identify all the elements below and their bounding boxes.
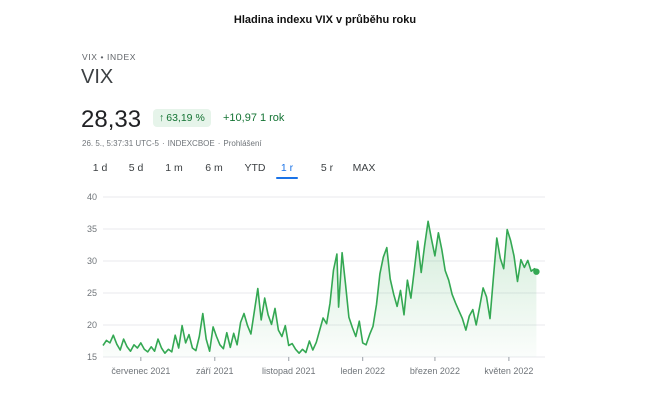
series-area xyxy=(103,221,537,357)
y-tick-label: 35 xyxy=(87,224,97,234)
ticker-symbol: VIX xyxy=(81,66,114,88)
tab-5d[interactable]: 5 d xyxy=(128,162,144,174)
absolute-change-value: +10,97 xyxy=(223,112,257,124)
last-point-marker xyxy=(533,268,540,275)
y-tick-label: 40 xyxy=(87,192,97,202)
x-tick-label: listopad 2021 xyxy=(262,366,316,376)
y-axis: 15 20 25 30 35 40 xyxy=(87,192,97,362)
series-line xyxy=(102,220,538,354)
meta-separator: · xyxy=(161,139,165,148)
absolute-change: +10,97 1 rok xyxy=(223,112,284,124)
breadcrumb: VIX • INDEX xyxy=(82,52,136,62)
x-tick-label: leden 2022 xyxy=(340,366,385,376)
x-tick-label: červenec 2021 xyxy=(111,366,170,376)
chart-caption: Hladina indexu VIX v průběhu roku xyxy=(233,14,417,26)
tab-6m[interactable]: 6 m xyxy=(205,162,223,174)
tab-5r[interactable]: 5 r xyxy=(320,162,334,174)
x-tick-label: březen 2022 xyxy=(410,366,460,376)
tab-1d[interactable]: 1 d xyxy=(92,162,108,174)
price-chart[interactable]: 15 20 25 30 35 40 červenec 2021 září 2021 listo… xyxy=(80,185,560,385)
y-tick-label: 15 xyxy=(87,352,97,362)
tab-1m[interactable]: 1 m xyxy=(165,162,183,174)
quote-exchange: INDEXCBOE xyxy=(167,139,215,148)
y-tick-label: 20 xyxy=(87,320,97,330)
range-tabs: 1 d 5 d 1 m 6 m YTD 1 r 5 r MAX xyxy=(82,160,382,179)
y-tick-label: 30 xyxy=(87,256,97,266)
percent-change-value: 63,19 % xyxy=(166,112,205,124)
x-tick-label: září 2021 xyxy=(196,366,234,376)
percent-change-badge: ↑ 63,19 % xyxy=(153,109,211,127)
quote-timestamp: 26. 5., 5:37:31 UTC-5 xyxy=(82,139,159,148)
tab-ytd[interactable]: YTD xyxy=(244,162,266,174)
x-tick-label: květen 2022 xyxy=(484,366,533,376)
current-price: 28,33 xyxy=(81,106,142,133)
absolute-change-range: 1 rok xyxy=(259,112,285,124)
tab-1r[interactable]: 1 r xyxy=(276,160,298,179)
y-tick-label: 25 xyxy=(87,288,97,298)
meta-separator: · xyxy=(217,139,221,148)
arrow-up-icon: ↑ xyxy=(159,112,165,124)
tab-max[interactable]: MAX xyxy=(352,162,376,174)
disclaimer-link[interactable]: Prohlášení xyxy=(223,139,262,148)
x-axis: červenec 2021 září 2021 listopad 2021 leden… xyxy=(111,357,533,376)
quote-meta: 26. 5., 5:37:31 UTC-5 · INDEXCBOE · Prohláše… xyxy=(82,139,262,148)
